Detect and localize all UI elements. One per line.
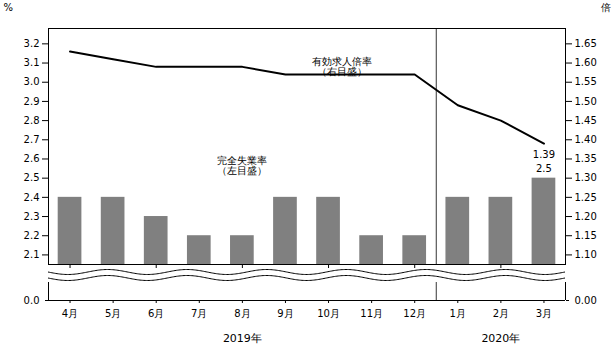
svg-text:1.65: 1.65: [575, 38, 597, 49]
svg-text:3.0: 3.0: [24, 76, 40, 87]
svg-text:2.4: 2.4: [24, 192, 40, 203]
svg-text:1.15: 1.15: [575, 230, 597, 241]
svg-text:2.7: 2.7: [24, 134, 40, 145]
svg-text:2.1: 2.1: [24, 249, 40, 260]
svg-text:%: %: [4, 2, 14, 13]
svg-text:1.30: 1.30: [575, 172, 597, 183]
svg-text:2.2: 2.2: [24, 230, 40, 241]
svg-text:倍: 倍: [601, 2, 611, 13]
svg-text:完全失業率（左目盛）: 完全失業率（左目盛）: [217, 155, 267, 176]
svg-text:有効求人倍率（右目盛）: 有効求人倍率（右目盛）: [312, 56, 372, 77]
svg-text:1.45: 1.45: [575, 115, 597, 126]
svg-text:2月: 2月: [493, 308, 509, 319]
svg-text:2.5: 2.5: [536, 163, 552, 174]
svg-text:1.55: 1.55: [575, 76, 597, 87]
svg-text:9月: 9月: [277, 308, 293, 319]
svg-text:3.1: 3.1: [24, 57, 40, 68]
svg-text:2.9: 2.9: [24, 96, 40, 107]
svg-text:0.00: 0.00: [575, 295, 597, 306]
svg-text:1.35: 1.35: [575, 153, 597, 164]
svg-text:2.5: 2.5: [24, 172, 40, 183]
svg-text:2020年: 2020年: [481, 332, 520, 345]
svg-text:2.8: 2.8: [24, 115, 40, 126]
svg-text:1.25: 1.25: [575, 192, 597, 203]
svg-text:1.10: 1.10: [575, 249, 597, 260]
svg-text:1.40: 1.40: [575, 134, 597, 145]
svg-text:12月: 12月: [403, 308, 426, 319]
svg-text:8月: 8月: [234, 308, 250, 319]
svg-text:2.6: 2.6: [24, 153, 40, 164]
svg-text:1月: 1月: [450, 308, 466, 319]
svg-text:2.3: 2.3: [24, 211, 40, 222]
svg-text:10月: 10月: [317, 308, 340, 319]
svg-text:7月: 7月: [191, 308, 207, 319]
svg-text:11月: 11月: [360, 308, 383, 319]
svg-text:2019年: 2019年: [223, 332, 262, 345]
svg-text:3月: 3月: [536, 308, 552, 319]
svg-text:1.60: 1.60: [575, 57, 597, 68]
svg-text:5月: 5月: [105, 308, 121, 319]
svg-text:1.20: 1.20: [575, 211, 597, 222]
svg-text:1.39: 1.39: [533, 149, 555, 160]
svg-text:4月: 4月: [62, 308, 78, 319]
svg-text:0.0: 0.0: [24, 295, 40, 306]
svg-text:6月: 6月: [148, 308, 164, 319]
svg-text:3.2: 3.2: [24, 38, 40, 49]
svg-text:1.50: 1.50: [575, 96, 597, 107]
